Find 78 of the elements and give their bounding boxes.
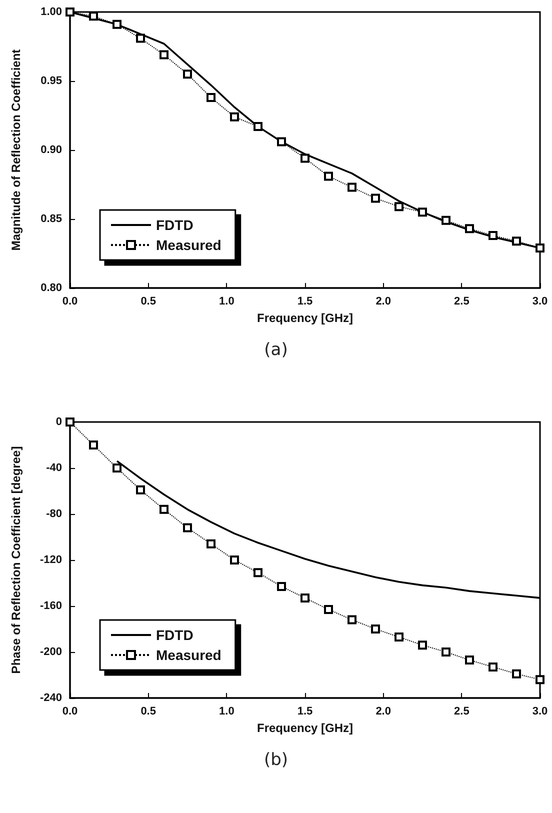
point bbox=[136, 485, 145, 494]
point bbox=[206, 93, 216, 102]
x-tick-label: 0.5 bbox=[140, 296, 156, 308]
y-tick-label: 0.85 bbox=[40, 213, 62, 225]
y-tick-label: -120 bbox=[40, 554, 62, 566]
y-tick-label: 0.90 bbox=[40, 144, 62, 156]
point bbox=[488, 231, 498, 240]
x-tick-label: 2.5 bbox=[454, 706, 470, 718]
point bbox=[136, 34, 145, 43]
legend-label: FDTD bbox=[156, 627, 194, 643]
y-tick-label: 1.00 bbox=[40, 6, 62, 18]
point bbox=[348, 182, 356, 192]
point bbox=[512, 236, 521, 246]
point bbox=[536, 675, 544, 684]
x-tick-label: 3.0 bbox=[532, 296, 548, 308]
point bbox=[254, 568, 262, 578]
point bbox=[465, 656, 474, 665]
y-tick-label: -200 bbox=[40, 646, 62, 658]
text: (b) bbox=[262, 750, 290, 770]
legend-label: FDTD bbox=[156, 217, 194, 233]
point bbox=[418, 208, 427, 217]
point bbox=[183, 523, 192, 532]
point bbox=[277, 582, 286, 591]
point bbox=[394, 632, 404, 642]
point bbox=[300, 593, 310, 602]
point bbox=[371, 194, 380, 203]
point bbox=[394, 202, 404, 212]
point bbox=[112, 464, 122, 472]
point bbox=[66, 418, 74, 426]
y-tick-label: 0.80 bbox=[40, 282, 62, 294]
point bbox=[324, 172, 333, 181]
point bbox=[254, 122, 262, 132]
point bbox=[465, 224, 474, 234]
x-tick-label: 1.5 bbox=[297, 706, 313, 718]
point bbox=[488, 662, 498, 672]
x-tick-label: 1.0 bbox=[219, 296, 234, 308]
point bbox=[89, 12, 98, 21]
x-tick-label: 1.5 bbox=[297, 296, 313, 308]
legend-label: Measured bbox=[156, 237, 222, 253]
y-tick-label: -40 bbox=[46, 462, 62, 474]
x-axis-title: Frequency [GHz] bbox=[256, 311, 354, 325]
y-tick-label: 0.95 bbox=[40, 75, 62, 87]
y-tick-label: -160 bbox=[40, 600, 62, 612]
legend-label: Measured bbox=[156, 647, 222, 663]
x-tick-label: 3.0 bbox=[532, 706, 548, 718]
x-tick-label: 0.0 bbox=[62, 706, 78, 718]
x-tick-label: 0.5 bbox=[140, 706, 156, 718]
point bbox=[442, 216, 450, 225]
x-tick-label: 2.0 bbox=[376, 706, 391, 718]
x-tick-label: 1.0 bbox=[219, 706, 234, 718]
point bbox=[160, 50, 168, 60]
y-tick-label: -80 bbox=[46, 508, 62, 520]
x-tick-label: 0.0 bbox=[62, 296, 78, 308]
y-tick-label: -240 bbox=[40, 692, 62, 704]
point bbox=[324, 604, 333, 614]
point bbox=[536, 243, 544, 252]
point bbox=[371, 624, 380, 634]
x-tick-label: 2.5 bbox=[454, 296, 470, 308]
point bbox=[66, 8, 74, 16]
point bbox=[348, 615, 356, 624]
x-axis-title: Frequency [GHz] bbox=[256, 721, 354, 735]
point bbox=[230, 556, 239, 564]
point bbox=[300, 154, 310, 163]
point bbox=[89, 440, 98, 450]
y-axis-title: Magnitude of Reflection Coefficient bbox=[9, 49, 23, 251]
point bbox=[277, 137, 286, 146]
point bbox=[112, 20, 122, 29]
y-axis-title: Phase of Reflection Coefficient [degree] bbox=[9, 446, 23, 674]
point bbox=[418, 640, 427, 650]
text: (a) bbox=[263, 340, 289, 360]
point bbox=[512, 669, 521, 678]
point bbox=[160, 504, 168, 514]
point bbox=[206, 539, 216, 548]
point bbox=[442, 648, 450, 656]
y-tick-label: 0 bbox=[56, 416, 62, 428]
point bbox=[230, 112, 239, 122]
x-tick-label: 2.0 bbox=[376, 296, 391, 308]
point bbox=[183, 70, 192, 79]
